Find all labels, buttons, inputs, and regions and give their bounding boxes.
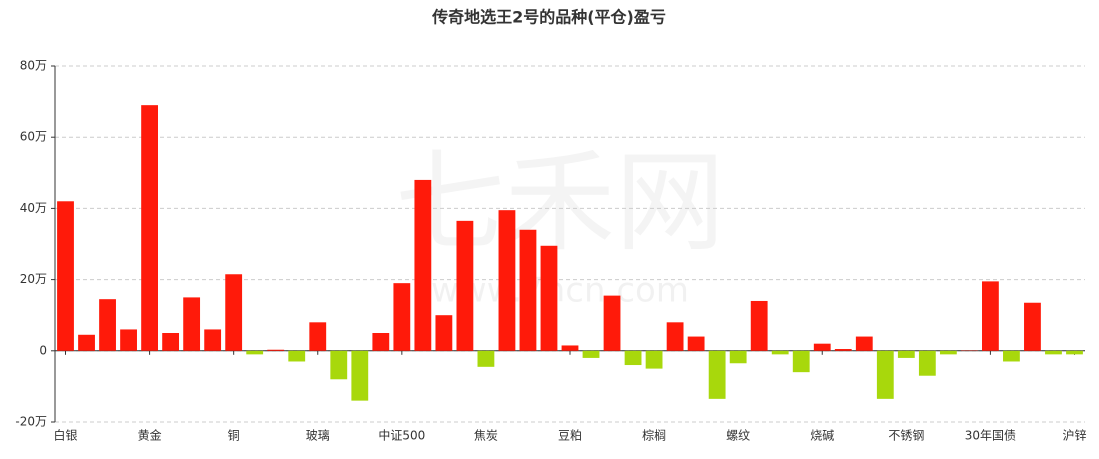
x-tick-label: 30年国债 (965, 429, 1016, 443)
x-tick-label: 沪锌 (1062, 429, 1086, 443)
bar (414, 180, 431, 351)
x-tick-label: 豆粕 (558, 428, 582, 443)
y-tick-label: 20万 (20, 272, 47, 286)
bar (583, 351, 600, 358)
bar (646, 351, 663, 369)
x-tick-label: 中证500 (378, 428, 425, 443)
bar (772, 351, 789, 355)
bar (667, 322, 684, 350)
bar (940, 351, 957, 355)
bar (562, 345, 579, 350)
bar (793, 351, 810, 372)
x-tick-label: 黄金 (138, 428, 162, 443)
bar (78, 335, 95, 351)
bar (919, 351, 936, 376)
x-tick-label: 棕榈 (642, 428, 666, 443)
bar (709, 351, 726, 399)
bar (604, 296, 621, 351)
x-tick-label: 螺纹 (726, 429, 750, 443)
bar (120, 329, 137, 350)
bar (183, 297, 200, 350)
x-tick-label: 不锈钢 (888, 429, 924, 443)
x-tick-label: 玻璃 (306, 429, 330, 443)
bar (99, 299, 116, 351)
bar (456, 221, 473, 351)
bar (898, 351, 915, 358)
bar (309, 322, 326, 350)
bar (982, 281, 999, 350)
bar (267, 350, 284, 351)
y-tick-label: 60万 (20, 130, 47, 144)
bar (1066, 351, 1083, 355)
bar (499, 210, 516, 351)
bar (393, 283, 410, 351)
chart-title: 传奇地选王2号的品种(平仓)盈亏 (431, 8, 666, 27)
bar (541, 246, 558, 351)
bar (1024, 303, 1041, 351)
bar (688, 337, 705, 351)
watermark: 七禾网 (395, 138, 725, 266)
bar (372, 333, 389, 351)
bar (877, 351, 894, 399)
bar (246, 351, 263, 355)
bar (162, 333, 179, 351)
bar (814, 344, 831, 351)
y-tick-label: 80万 (20, 59, 47, 73)
bar (478, 351, 495, 367)
x-tick-label: 烧碱 (810, 429, 834, 443)
bar (520, 230, 537, 351)
bar (225, 274, 242, 351)
bar (330, 351, 347, 379)
bar (351, 351, 368, 401)
bar (835, 349, 852, 351)
bar (1045, 351, 1062, 355)
y-tick-label: 40万 (20, 201, 47, 215)
x-tick-label: 白银 (54, 428, 78, 443)
bar (625, 351, 642, 365)
bar (751, 301, 768, 351)
y-tick-label: 0 (39, 343, 47, 357)
bar (288, 351, 305, 362)
bar (57, 201, 74, 351)
y-tick-label: -20万 (15, 415, 47, 429)
bar (204, 329, 221, 350)
bar (435, 315, 452, 351)
bar (730, 351, 747, 363)
x-tick-label: 铜 (228, 428, 240, 443)
bar (1003, 351, 1020, 362)
bar (141, 105, 158, 351)
bar (856, 337, 873, 351)
x-tick-label: 焦炭 (474, 429, 498, 443)
